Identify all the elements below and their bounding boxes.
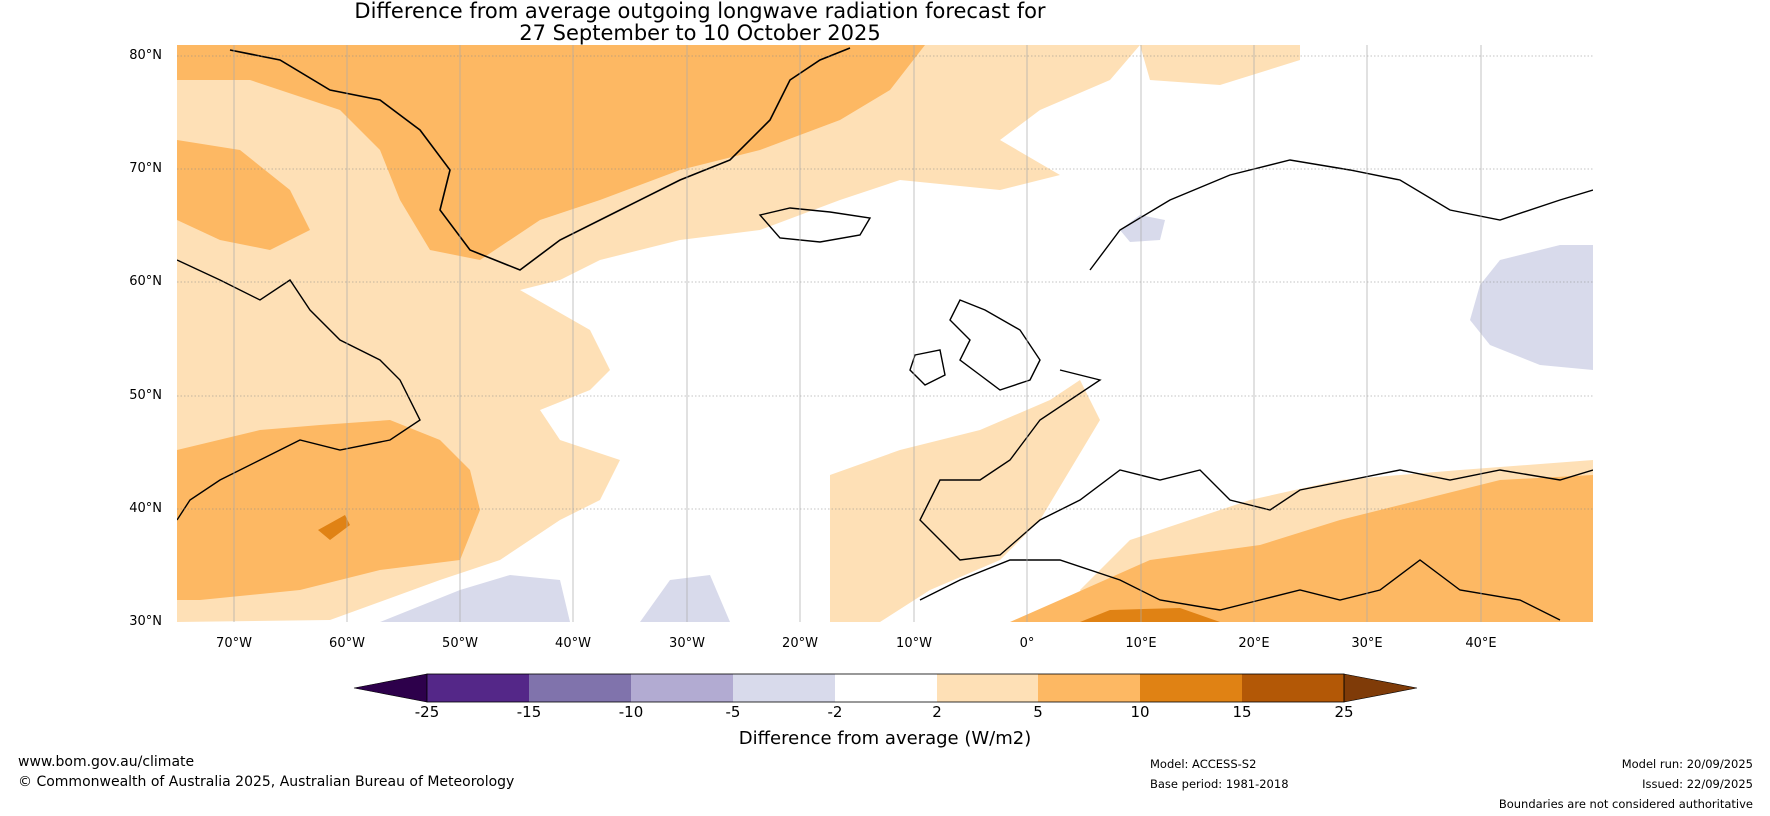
map-title-line1: Difference from average outgoing longwav… (354, 0, 1046, 23)
colorbar-tick: -5 (725, 703, 741, 721)
footer-model: Model: ACCESS-S2 (1150, 757, 1257, 771)
colorbar-bin-minus10 (631, 674, 733, 702)
lon-label-60w: 60°W (329, 636, 365, 651)
footer-disclaimer: Boundaries are not considered authoritat… (1498, 797, 1753, 811)
graticule (177, 55, 1593, 510)
lat-label-50n: 50°N (129, 388, 162, 403)
graticule-meridians (233, 45, 1482, 622)
footer-website: www.bom.gov.au/climate (18, 754, 195, 770)
lon-label-20e: 20°E (1238, 636, 1270, 651)
lat-label-70n: 70°N (129, 161, 162, 176)
anomaly-area-10to15-sahara (1080, 608, 1220, 622)
lon-label-70w: 70°W (216, 636, 252, 651)
anomaly-area-5to10-atlantic (177, 420, 480, 600)
coastline-british-isles (909, 299, 1041, 391)
colorbar-bin-minus15 (529, 674, 631, 702)
lon-label-40e: 40°E (1465, 636, 1497, 651)
anomaly-area-minus5to2-norway (1120, 215, 1165, 242)
lon-label-30w: 30°W (669, 636, 705, 651)
footer-issued: Issued: 22/09/2025 (1642, 777, 1753, 791)
lon-label-20w: 20°W (782, 636, 818, 651)
colorbar-tick: 5 (1033, 703, 1043, 721)
anomaly-area-minus5to2-russia (1470, 245, 1593, 370)
colorbar-bin-10 (1140, 674, 1242, 702)
map-title-line2: 27 September to 10 October 2025 (519, 21, 881, 45)
anomaly-area-2to5-iberia (830, 380, 1100, 622)
footer-copyright: © Commonwealth of Australia 2025, Austra… (18, 774, 515, 790)
colorbar-tick: -25 (414, 703, 440, 721)
anomaly-area-10to15-atlantic (318, 515, 350, 540)
colorbar-bin-2 (937, 674, 1038, 702)
lon-label-10w: 10°W (896, 636, 932, 651)
anomaly-area-2to5-norway (1140, 45, 1300, 85)
lat-label-80n: 80°N (129, 48, 162, 63)
colorbar-tick: -2 (827, 703, 843, 721)
colorbar-bin-15 (1242, 674, 1344, 702)
colorbar-tick: 15 (1232, 703, 1252, 721)
anomaly-area-5to10-mediterranean (1010, 475, 1593, 622)
colorbar-bin-minus25 (427, 674, 529, 702)
lat-label-30n: 30°N (129, 614, 162, 629)
colorbar-tick: 10 (1130, 703, 1150, 721)
footer-model-run: Model run: 20/09/2025 (1621, 757, 1753, 771)
coastline-greenland (229, 47, 851, 271)
colorbar-title: Difference from average (W/m2) (738, 728, 1032, 749)
colorbar-tick: -10 (618, 703, 644, 721)
colorbar (353, 673, 1418, 703)
colorbar-tick: 2 (932, 703, 942, 721)
lat-label-60n: 60°N (129, 274, 162, 289)
colorbar-extend-high (1343, 673, 1418, 703)
anomaly-area-5to10-labrador (177, 140, 310, 250)
colorbar-extend-low (353, 673, 428, 703)
colorbar-bin-5 (1038, 674, 1140, 702)
anomaly-area-minus5to2-atlantic-b (640, 575, 730, 622)
lon-label-50w: 50°W (442, 636, 478, 651)
coastline-europe (919, 159, 1593, 561)
colorbar-bin-minus2 (835, 674, 937, 702)
lon-label-10e: 10°E (1125, 636, 1157, 651)
colorbar-outline (426, 673, 1345, 703)
footer-base-period: Base period: 1981-2018 (1150, 777, 1289, 791)
colorbar-tick: 25 (1334, 703, 1354, 721)
colorbar-tick: -15 (516, 703, 542, 721)
lon-label-30e: 30°E (1351, 636, 1383, 651)
lon-label-40w: 40°W (555, 636, 591, 651)
coastline-iceland (758, 207, 872, 243)
colorbar-bin-minus5 (733, 674, 835, 702)
coastline-labrador (177, 259, 421, 521)
anomaly-area-minus5to2-atlantic-a (380, 575, 570, 622)
lon-label-0: 0° (1019, 636, 1035, 651)
lat-label-40n: 40°N (129, 501, 162, 516)
anomaly-area-5to10-greenland (177, 45, 925, 260)
